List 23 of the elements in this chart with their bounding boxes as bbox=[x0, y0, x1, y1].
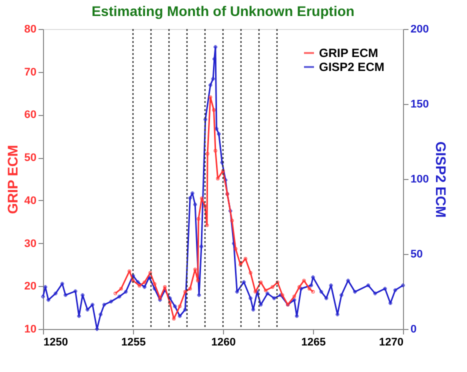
y2-tick-label: 200 bbox=[410, 24, 429, 36]
y-tick-label: 30 bbox=[24, 238, 36, 250]
y2-tick-label: 50 bbox=[410, 248, 423, 260]
y-tick-label: 80 bbox=[24, 24, 36, 36]
y-tick-label: 10 bbox=[24, 324, 36, 336]
x-tick-label: 1265 bbox=[301, 336, 326, 348]
y2-tick-label: 100 bbox=[410, 174, 429, 186]
x-tick-label: 1270 bbox=[379, 336, 404, 348]
y-tick-label: 70 bbox=[24, 66, 36, 78]
y-tick-label: 20 bbox=[24, 280, 36, 293]
y-tick-label: 50 bbox=[24, 152, 36, 164]
x-tick-label: 1260 bbox=[211, 336, 236, 348]
y2-tick-label: 150 bbox=[410, 98, 429, 110]
x-tick-label: 1250 bbox=[44, 336, 68, 348]
y-tick-label: 60 bbox=[24, 109, 36, 122]
chart-title: Estimating Month of Unknown Eruption bbox=[92, 3, 354, 19]
x-tick-label: 1255 bbox=[121, 336, 146, 348]
legend-label: GRIP ECM bbox=[319, 46, 378, 60]
y-axis-title: GRIP ECM bbox=[4, 145, 20, 214]
y2-tick-label: 0 bbox=[410, 324, 417, 336]
y2-axis-title: GISP2 ECM bbox=[432, 141, 449, 218]
legend-label: GISP2 ECM bbox=[319, 60, 384, 74]
y-tick-label: 40 bbox=[24, 194, 36, 207]
